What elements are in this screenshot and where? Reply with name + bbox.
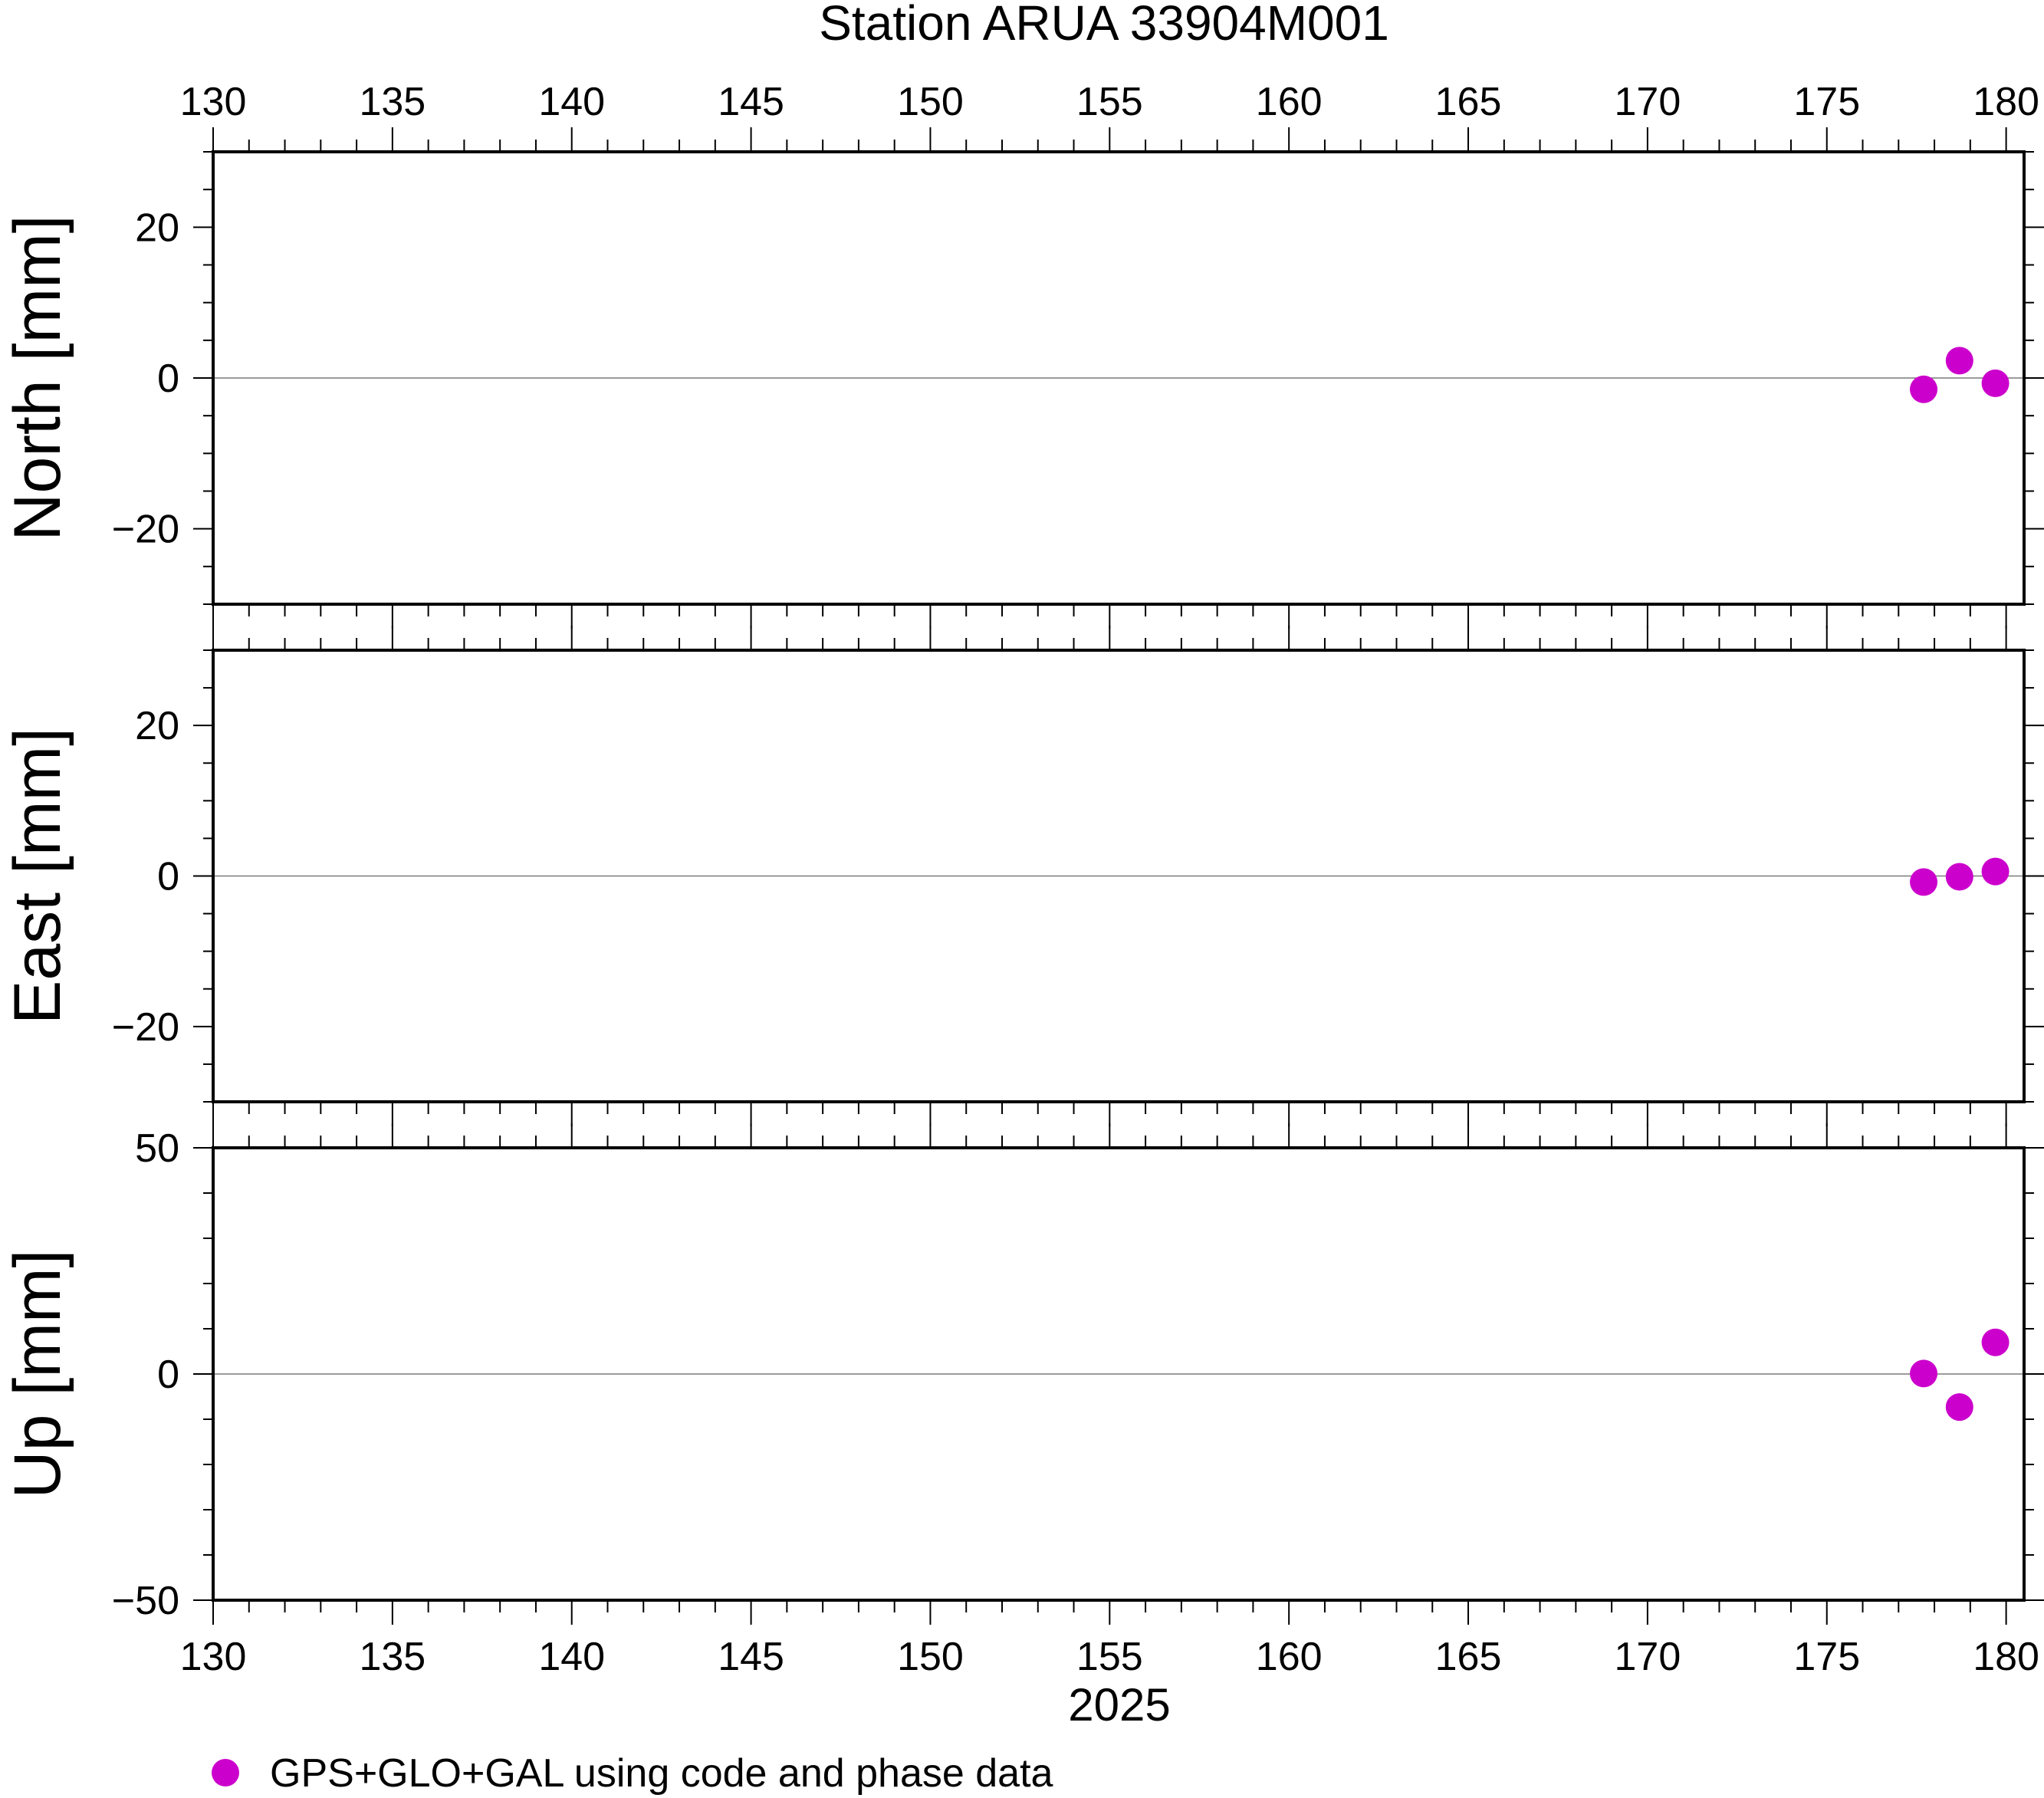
- up-y-tick-label: 0: [157, 1353, 179, 1397]
- top-x-tick-label: 130: [180, 80, 247, 124]
- chart-title: Station ARUA 33904M001: [819, 0, 1389, 51]
- bottom-x-tick-label: 145: [718, 1635, 784, 1679]
- up-y-axis-label: Up [mm]: [1, 1250, 74, 1499]
- east-y-tick-label: −20: [112, 1005, 179, 1050]
- east-y-axis-label: East [mm]: [1, 728, 74, 1024]
- up-panel: 50 0 −50 Up [mm]: [1, 1123, 2044, 1625]
- bottom-x-tick-label: 180: [1973, 1635, 2039, 1679]
- top-x-tick-label: 165: [1435, 80, 1502, 124]
- top-x-tick-label: 160: [1256, 80, 1323, 124]
- north-panel: 20 0 −20 North [mm]: [1, 127, 2044, 629]
- top-x-tick-label: 140: [538, 80, 605, 124]
- north-y-tick-label: 0: [157, 357, 179, 401]
- top-x-tick-label: 155: [1076, 80, 1143, 124]
- east-data-point: [1910, 868, 1938, 896]
- east-data-point: [1981, 857, 2009, 886]
- legend: GPS+GLO+GAL using code and phase data: [212, 1751, 1053, 1796]
- bottom-x-tick-label: 170: [1615, 1635, 1681, 1679]
- north-y-tick-label: 20: [135, 205, 179, 250]
- up-y-tick-label: −50: [112, 1579, 179, 1623]
- north-data-point: [1945, 347, 1973, 375]
- east-y-tick-label: 0: [157, 855, 179, 899]
- top-x-tick-label: 170: [1615, 80, 1681, 124]
- up-data-point: [1981, 1328, 2009, 1356]
- bottom-x-tick-label: 175: [1793, 1635, 1860, 1679]
- top-x-tick-label: 180: [1973, 80, 2039, 124]
- bottom-x-tick-label: 130: [180, 1635, 247, 1679]
- bottom-x-axis: 130 135 140 145 150 155 160 165 170 175 180: [180, 1635, 2039, 1679]
- up-data-point: [1945, 1393, 1973, 1422]
- top-x-axis: 130 135 140 145 150 155 160 165 170 175 180: [180, 80, 2039, 124]
- up-y-tick-label: 50: [135, 1126, 179, 1171]
- top-x-tick-label: 135: [359, 80, 426, 124]
- bottom-x-tick-label: 140: [538, 1635, 605, 1679]
- north-data-point: [1910, 375, 1938, 403]
- top-x-tick-label: 175: [1793, 80, 1860, 124]
- x-axis-label: 2025: [1068, 1679, 1170, 1731]
- bottom-x-tick-label: 135: [359, 1635, 426, 1679]
- bottom-x-tick-label: 165: [1435, 1635, 1502, 1679]
- legend-marker: [212, 1759, 239, 1786]
- panels: 20 0 −20 North [mm] 20 0 −20 East [mm] 50 0 −50 Up …: [1, 127, 2044, 1625]
- north-y-tick-label: −20: [112, 508, 179, 552]
- east-y-tick-label: 20: [135, 704, 179, 748]
- north-data-point: [1981, 369, 2009, 397]
- up-data-point: [1910, 1359, 1938, 1388]
- east-data-point: [1945, 863, 1973, 891]
- top-x-tick-label: 145: [718, 80, 784, 124]
- bottom-x-tick-label: 160: [1256, 1635, 1323, 1679]
- north-y-axis-label: North [mm]: [1, 215, 74, 541]
- east-panel: 20 0 −20 East [mm]: [1, 626, 2044, 1126]
- bottom-x-tick-label: 155: [1076, 1635, 1143, 1679]
- legend-label: GPS+GLO+GAL using code and phase data: [270, 1751, 1053, 1796]
- top-x-tick-label: 150: [897, 80, 964, 124]
- bottom-x-tick-label: 150: [897, 1635, 964, 1679]
